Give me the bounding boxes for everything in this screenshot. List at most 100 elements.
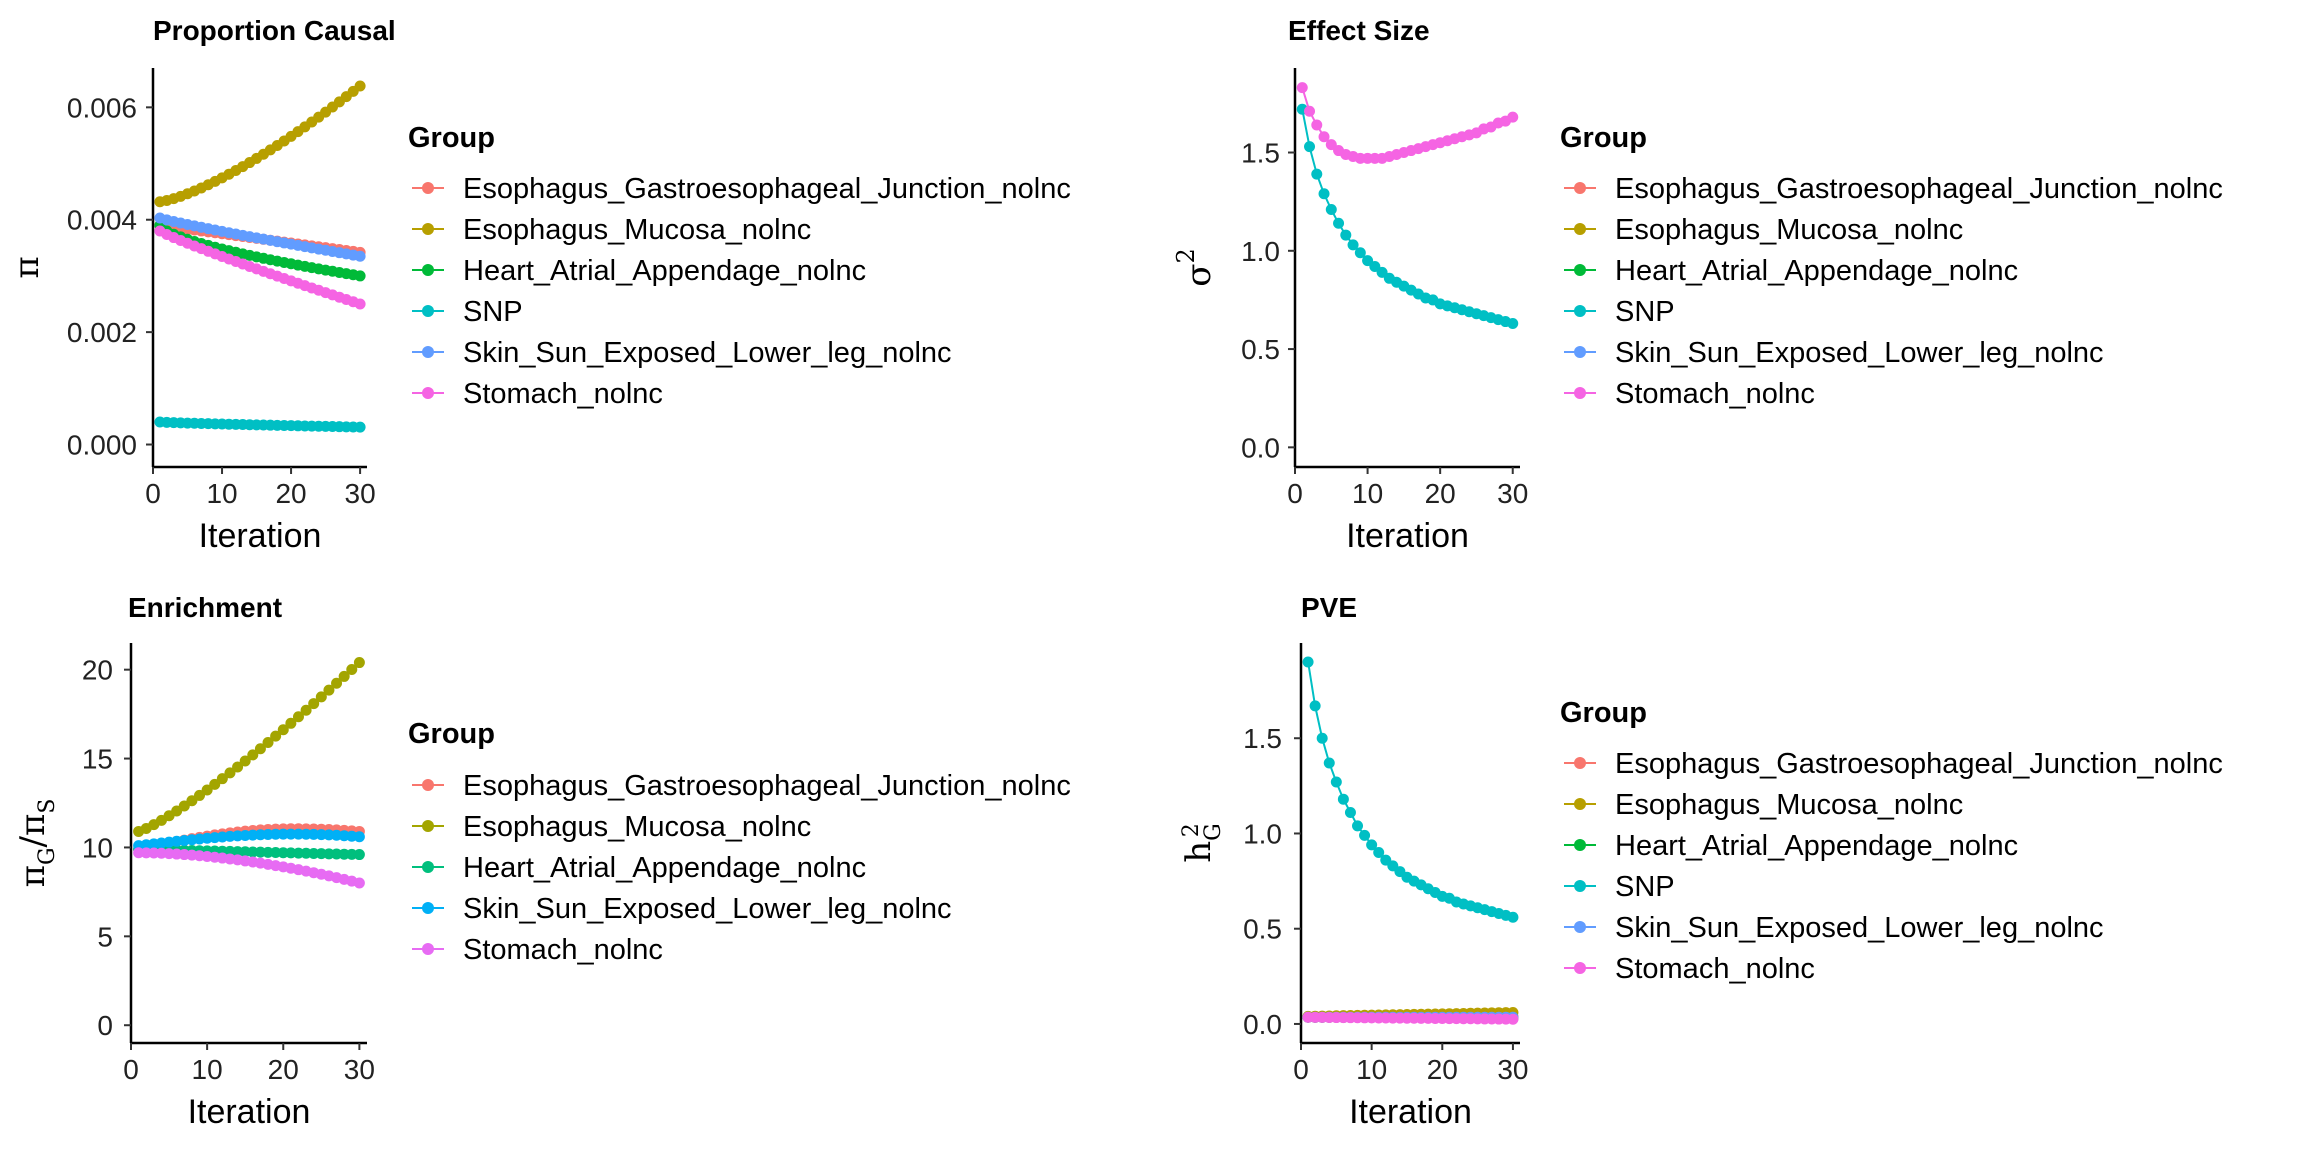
legend-item: Esophagus_Gastroesophageal_Junction_noln… <box>1564 173 2223 205</box>
data-point <box>1311 168 1323 180</box>
legend-item: Skin_Sun_Exposed_Lower_leg_nolnc <box>412 893 952 925</box>
data-point <box>1318 131 1330 143</box>
series-SNP <box>1302 656 1519 923</box>
x-axis-title: Iteration <box>1349 1093 1472 1131</box>
y-tick-label: 0.000 <box>67 430 137 461</box>
legend-item: Esophagus_Gastroesophageal_Junction_noln… <box>412 173 1071 205</box>
chart-panel-4: PVE 0.0 0.5 1.0 1.5 0 10 20 30 Iteration hG2 Group E… <box>1179 592 2223 1131</box>
legend-item: Heart_Atrial_Appendage_nolnc <box>1564 830 2018 862</box>
data-point <box>331 677 343 689</box>
data-point <box>315 691 327 703</box>
x-tick-label: 10 <box>1352 478 1383 509</box>
x-tick-label: 20 <box>1425 478 1456 509</box>
x-tick-label: 10 <box>192 1054 223 1085</box>
data-point <box>239 755 251 767</box>
data-point <box>353 877 365 889</box>
data-point <box>186 795 198 807</box>
legend-key-dot <box>422 943 434 955</box>
legend-label: SNP <box>463 296 523 328</box>
y-axis-title-text: πG/πS <box>13 799 60 888</box>
data-point <box>338 670 350 682</box>
legend-label: Stomach_nolnc <box>463 378 663 410</box>
data-point <box>1333 217 1345 229</box>
data-point <box>300 828 312 840</box>
y-axis-title-text: σ2 <box>1172 248 1219 287</box>
legend-item: Esophagus_Mucosa_nolnc <box>412 214 811 246</box>
y-tick-label: 1.5 <box>1243 723 1282 754</box>
data-point <box>270 730 282 742</box>
chart-title: Enrichment <box>128 592 282 623</box>
y-tick-label: 10 <box>82 832 113 863</box>
legend-label: Esophagus_Mucosa_nolnc <box>1615 214 1963 246</box>
legend-key-dot <box>1574 387 1586 399</box>
legend-item: Skin_Sun_Exposed_Lower_leg_nolnc <box>1564 912 2104 944</box>
data-point <box>1352 820 1364 832</box>
data-point <box>353 657 365 669</box>
data-point <box>1373 847 1385 859</box>
legend-key-dot <box>422 264 434 276</box>
data-point <box>277 724 289 736</box>
legend-label: Heart_Atrial_Appendage_nolnc <box>463 255 866 287</box>
x-tick-label: 0 <box>1293 1054 1309 1085</box>
x-tick-label: 30 <box>344 1054 375 1085</box>
legend-title: Group <box>1560 697 1647 729</box>
legend-label: SNP <box>1615 871 1675 903</box>
x-tick-label: 20 <box>1427 1054 1458 1085</box>
data-point <box>224 767 236 779</box>
chart-title: PVE <box>1301 592 1357 623</box>
data-point <box>353 849 365 861</box>
legend-item: SNP <box>1564 296 1675 328</box>
data-point <box>1337 793 1349 805</box>
y-tick-label: 0.0 <box>1243 1009 1282 1040</box>
data-point <box>285 717 297 729</box>
x-tick-label: 10 <box>206 478 237 509</box>
legend-key-dot <box>1574 921 1586 933</box>
y-axis-title: πG/πS <box>13 799 60 888</box>
data-point <box>232 761 244 773</box>
data-point <box>1330 776 1342 788</box>
data-point <box>1304 105 1316 117</box>
legend-item: Stomach_nolnc <box>1564 378 1815 410</box>
legend-key-dot <box>1574 223 1586 235</box>
data-point <box>1354 247 1366 259</box>
legend-title: Group <box>1560 122 1647 154</box>
legend-key-dot <box>1574 839 1586 851</box>
chart-panel-3: Enrichment 0 5 10 15 20 0 10 20 30 Iteration πG/πS G… <box>13 592 1071 1131</box>
x-tick-label: 0 <box>145 478 161 509</box>
data-point <box>1302 656 1314 668</box>
legend-item: Heart_Atrial_Appendage_nolnc <box>412 852 866 884</box>
data-point <box>1311 119 1323 131</box>
x-tick-label: 30 <box>1497 478 1528 509</box>
data-point <box>285 828 297 840</box>
data-point <box>300 704 312 716</box>
x-axis-title: Iteration <box>1346 517 1469 555</box>
legend-label: Skin_Sun_Exposed_Lower_leg_nolnc <box>1615 912 2104 944</box>
legend-label: Stomach_nolnc <box>1615 378 1815 410</box>
data-point <box>346 664 358 676</box>
y-axis-title-text: π <box>7 256 47 278</box>
x-tick-label: 20 <box>275 478 306 509</box>
data-point <box>216 773 228 785</box>
data-point <box>1507 1013 1519 1025</box>
legend-label: Stomach_nolnc <box>463 934 663 966</box>
data-point <box>1344 807 1356 819</box>
data-point <box>323 684 335 696</box>
data-point <box>262 736 274 748</box>
data-point <box>1304 141 1316 153</box>
series-Stomach_nolnc <box>133 847 365 889</box>
legend-item: Stomach_nolnc <box>1564 953 1815 985</box>
series-Esophagus_Mucosa_nolnc <box>133 657 365 837</box>
legend-key-dot <box>1574 264 1586 276</box>
series-SNP <box>154 416 366 433</box>
legend-key-dot <box>1574 305 1586 317</box>
data-point <box>1366 839 1378 851</box>
legend-title: Group <box>408 718 495 750</box>
x-tick-label: 30 <box>1497 1054 1528 1085</box>
legend-item: Esophagus_Mucosa_nolnc <box>1564 214 1963 246</box>
chart-panel-2: Effect Size 0.0 0.5 1.0 1.5 0 10 20 30 Iteration σ… <box>1172 15 2223 555</box>
legend-key-dot <box>422 305 434 317</box>
data-point <box>1507 318 1519 330</box>
series-Esophagus_Mucosa_nolnc <box>154 80 366 208</box>
legend-label: SNP <box>1615 296 1675 328</box>
data-point <box>247 749 259 761</box>
